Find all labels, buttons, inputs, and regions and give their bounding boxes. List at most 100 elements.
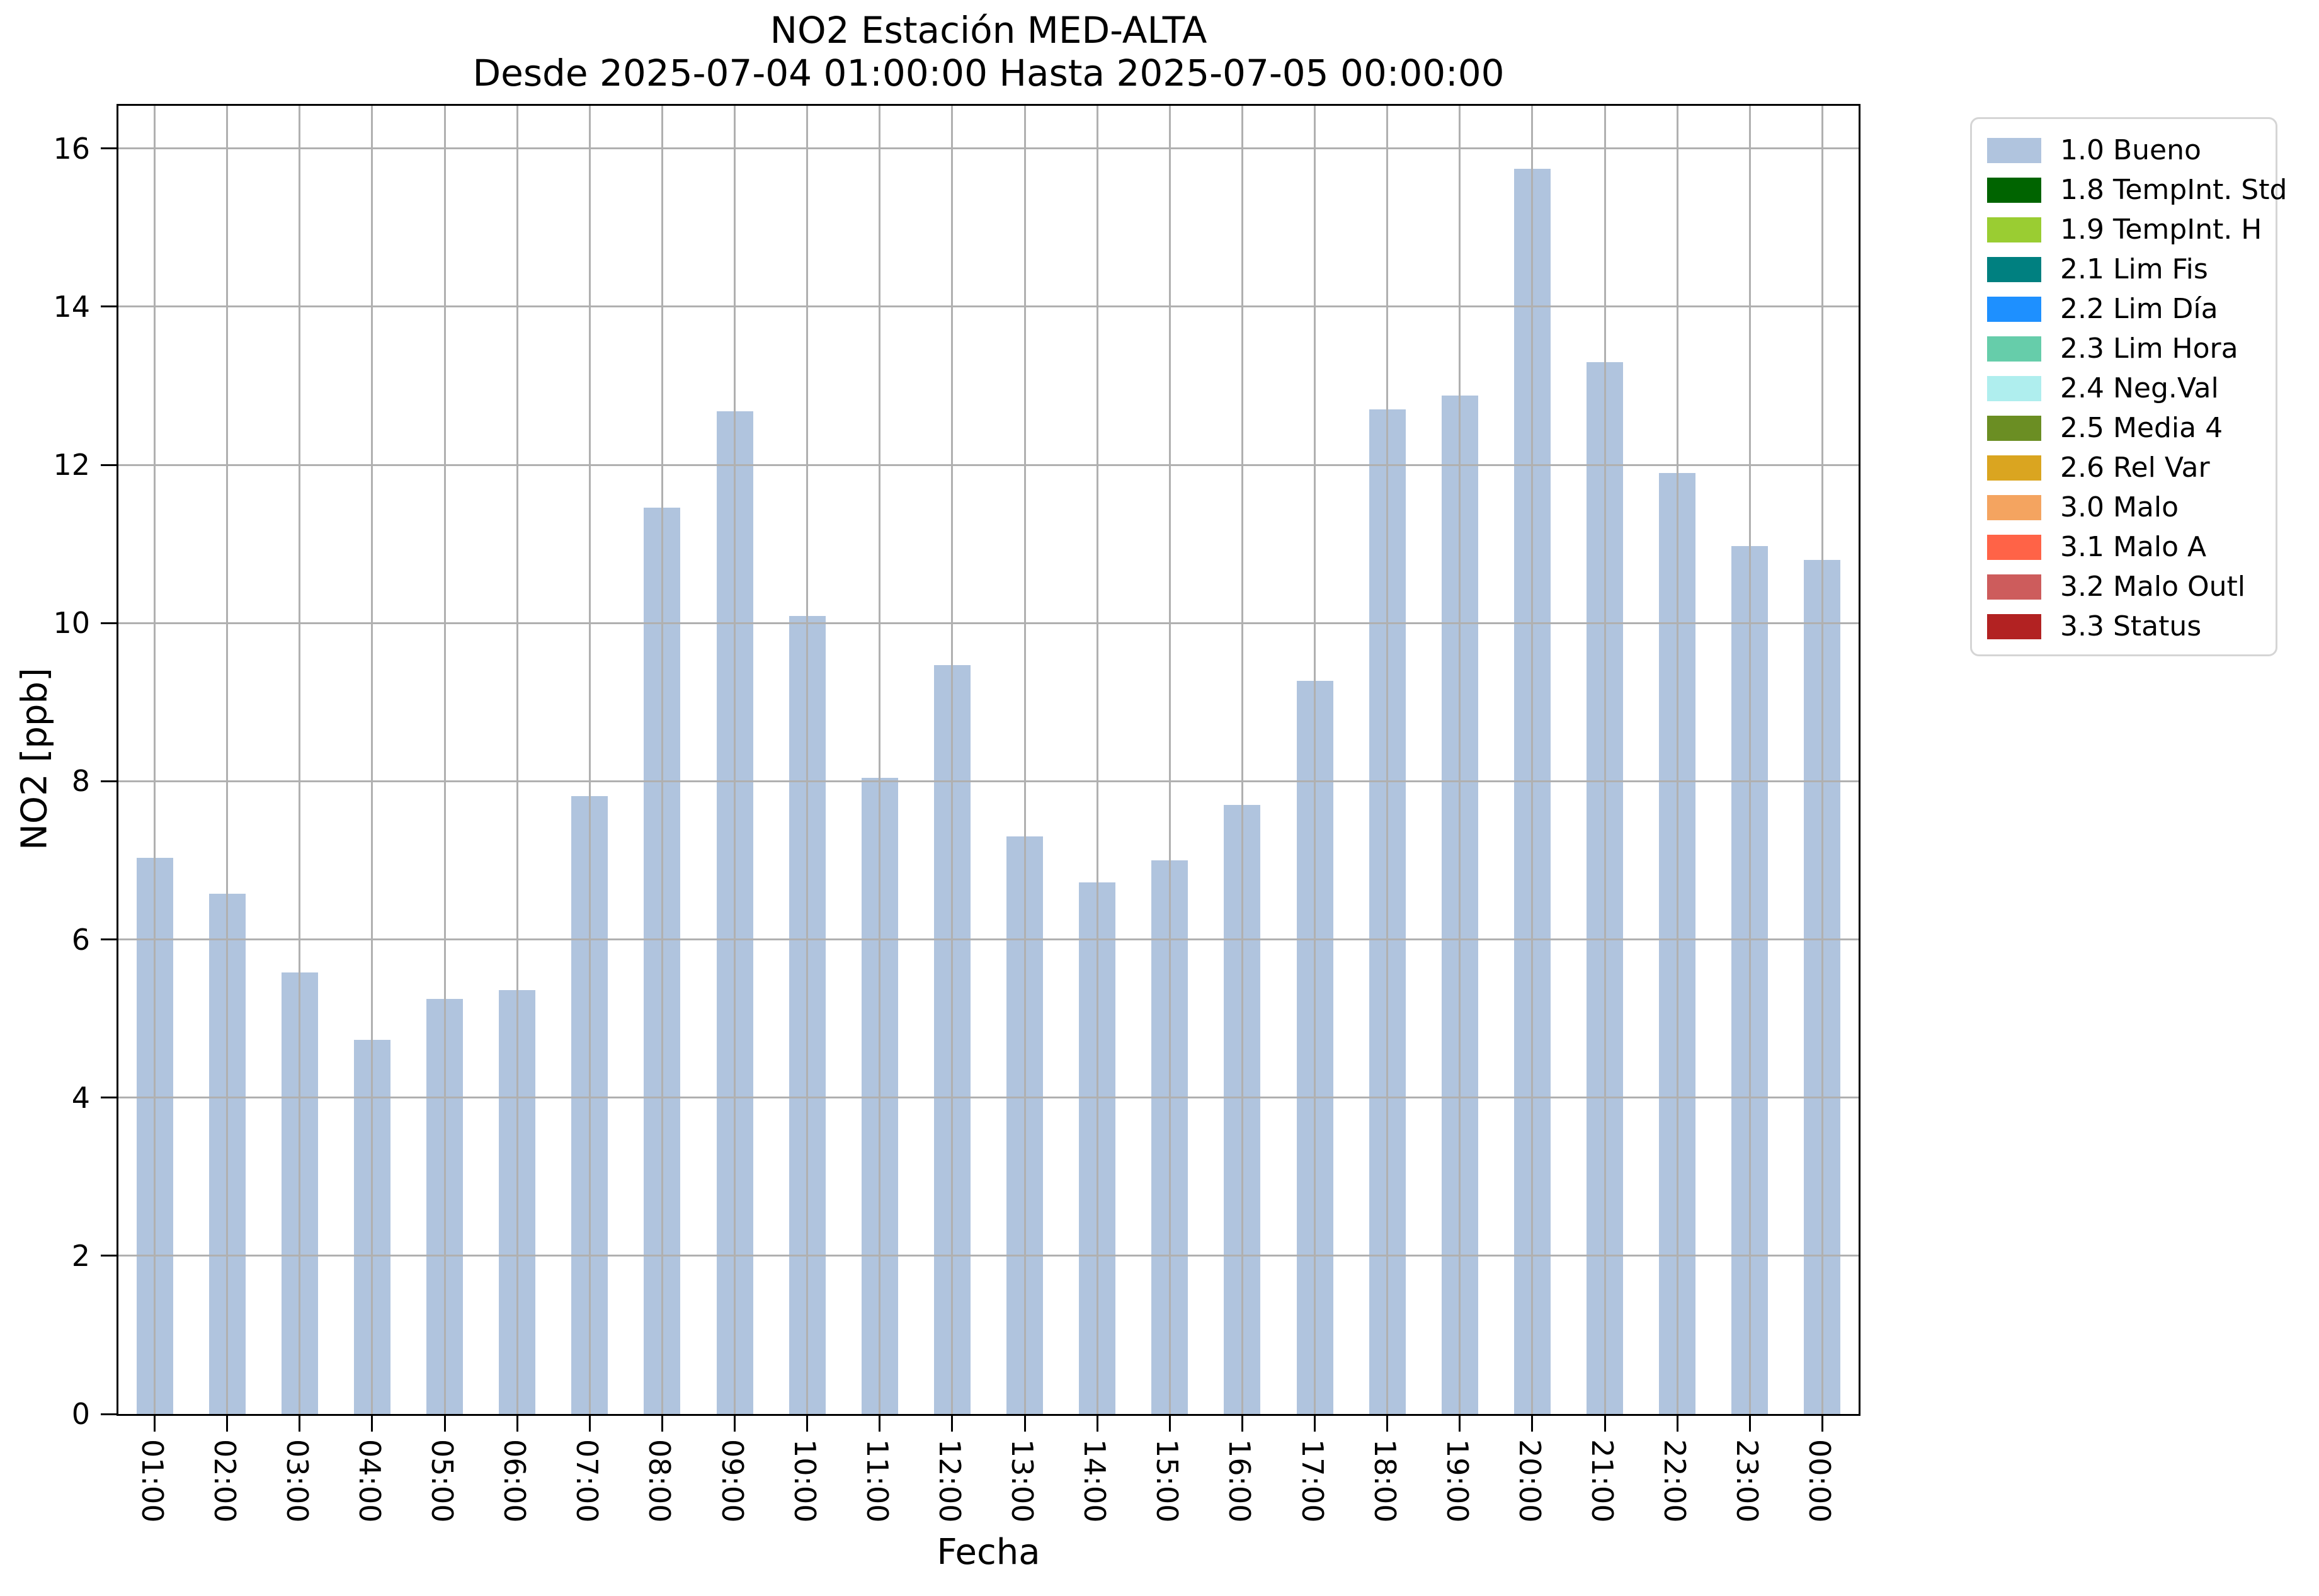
legend-swatch	[1987, 574, 2041, 600]
legend-item: 2.5 Media 4	[1987, 413, 2260, 443]
legend-item: 3.3 Status	[1987, 612, 2260, 642]
x-tick-label: 20:00	[1512, 1439, 1547, 1523]
x-tick	[516, 1416, 518, 1432]
x-tick-label: 02:00	[207, 1439, 242, 1523]
legend-label: 2.3 Lim Hora	[2060, 333, 2238, 365]
legend-item: 1.0 Bueno	[1987, 135, 2260, 166]
gridline-vertical	[1676, 106, 1678, 1414]
y-tick	[101, 1097, 117, 1099]
x-tick	[1604, 1416, 1606, 1432]
legend-swatch	[1987, 217, 2041, 242]
x-tick-label: 18:00	[1367, 1439, 1402, 1523]
legend-swatch	[1987, 495, 2041, 520]
legend-item: 1.8 TempInt. Std	[1987, 175, 2287, 205]
gridline-horizontal	[118, 305, 1859, 308]
gridline-horizontal	[118, 464, 1859, 466]
gridline-vertical	[1748, 106, 1751, 1414]
legend-label: 2.1 Lim Fis	[2060, 253, 2208, 285]
x-tick-label: 15:00	[1150, 1439, 1185, 1523]
x-tick-label: 01:00	[135, 1439, 169, 1523]
legend-item: 3.0 Malo	[1987, 493, 2260, 523]
x-tick-label: 17:00	[1295, 1439, 1330, 1523]
gridline-vertical	[1821, 106, 1823, 1414]
x-tick	[1821, 1416, 1823, 1432]
y-tick	[101, 622, 117, 624]
x-tick	[879, 1416, 881, 1432]
chart-title-line2: Desde 2025-07-04 01:00:00 Hasta 2025-07-…	[472, 52, 1505, 94]
x-tick-label: 23:00	[1730, 1439, 1765, 1523]
x-tick-label: 16:00	[1222, 1439, 1257, 1523]
y-tick-label: 14	[53, 289, 90, 324]
x-tick-label: 05:00	[425, 1439, 460, 1523]
plot-area	[117, 104, 1860, 1416]
gridline-vertical	[299, 106, 301, 1414]
legend-label: 2.6 Rel Var	[2060, 452, 2210, 484]
x-tick	[1023, 1416, 1026, 1432]
x-tick-label: 03:00	[280, 1439, 314, 1523]
gridline-vertical	[1023, 106, 1026, 1414]
legend-swatch	[1987, 416, 2041, 441]
y-tick	[101, 1255, 117, 1257]
gridline-horizontal	[118, 622, 1859, 624]
legend-item: 3.2 Malo Outl	[1987, 572, 2260, 602]
x-tick	[1676, 1416, 1678, 1432]
x-tick	[443, 1416, 446, 1432]
legend-swatch	[1987, 376, 2041, 401]
gridline-vertical	[1241, 106, 1243, 1414]
gridline-vertical	[734, 106, 736, 1414]
chart-title-line1: NO2 Estación MED-ALTA	[770, 9, 1207, 52]
x-tick-label: 09:00	[715, 1439, 749, 1523]
legend-label: 3.2 Malo Outl	[2060, 571, 2246, 603]
x-tick	[226, 1416, 229, 1432]
x-tick-label: 07:00	[570, 1439, 605, 1523]
y-tick-label: 10	[53, 606, 90, 641]
chart-title: NO2 Estación MED-ALTA Desde 2025-07-04 0…	[118, 9, 1859, 94]
gridline-vertical	[1531, 106, 1534, 1414]
legend: 1.0 Bueno 1.8 TempInt. Std 1.9 TempInt. H 2…	[1970, 117, 2287, 656]
legend-item: 2.2 Lim Día	[1987, 294, 2260, 324]
y-tick-label: 12	[53, 448, 90, 482]
x-tick	[1531, 1416, 1534, 1432]
y-tick	[101, 780, 117, 782]
legend-label: 3.1 Malo A	[2060, 531, 2207, 563]
x-tick-label: 04:00	[352, 1439, 387, 1523]
legend-swatch	[1987, 178, 2041, 203]
legend-item: 2.1 Lim Fis	[1987, 254, 2260, 285]
y-tick-label: 6	[71, 922, 90, 957]
gridline-vertical	[226, 106, 229, 1414]
legend-label: 2.4 Neg.Val	[2060, 372, 2219, 404]
gridline-vertical	[588, 106, 591, 1414]
x-tick-label: 19:00	[1440, 1439, 1474, 1523]
gridline-vertical	[1386, 106, 1389, 1414]
y-tick-label: 2	[71, 1238, 90, 1273]
legend-item: 1.9 TempInt. H	[1987, 215, 2262, 245]
legend-swatch	[1987, 297, 2041, 322]
gridline-horizontal	[118, 1255, 1859, 1257]
x-tick	[154, 1416, 156, 1432]
gridline-vertical	[1459, 106, 1461, 1414]
y-tick	[101, 1413, 117, 1415]
gridline-vertical	[806, 106, 809, 1414]
legend-swatch	[1987, 535, 2041, 560]
gridline-vertical	[951, 106, 954, 1414]
x-tick	[1314, 1416, 1316, 1432]
gridline-vertical	[661, 106, 663, 1414]
x-tick	[588, 1416, 591, 1432]
x-tick	[1748, 1416, 1751, 1432]
legend-item: 2.6 Rel Var	[1987, 453, 2260, 483]
legend-swatch	[1987, 455, 2041, 481]
gridline-vertical	[1168, 106, 1171, 1414]
gridline-horizontal	[118, 780, 1859, 782]
x-tick-label: 06:00	[498, 1439, 532, 1523]
x-tick	[734, 1416, 736, 1432]
legend-label: 3.3 Status	[2060, 610, 2202, 642]
x-tick	[1459, 1416, 1461, 1432]
x-tick	[661, 1416, 663, 1432]
x-tick-label: 22:00	[1658, 1439, 1692, 1523]
legend-label: 1.8 TempInt. Std	[2060, 174, 2288, 206]
x-tick	[1386, 1416, 1389, 1432]
x-tick-label: 00:00	[1803, 1439, 1837, 1523]
y-tick-label: 4	[71, 1080, 90, 1115]
x-tick-label: 13:00	[1005, 1439, 1040, 1523]
x-tick	[951, 1416, 954, 1432]
